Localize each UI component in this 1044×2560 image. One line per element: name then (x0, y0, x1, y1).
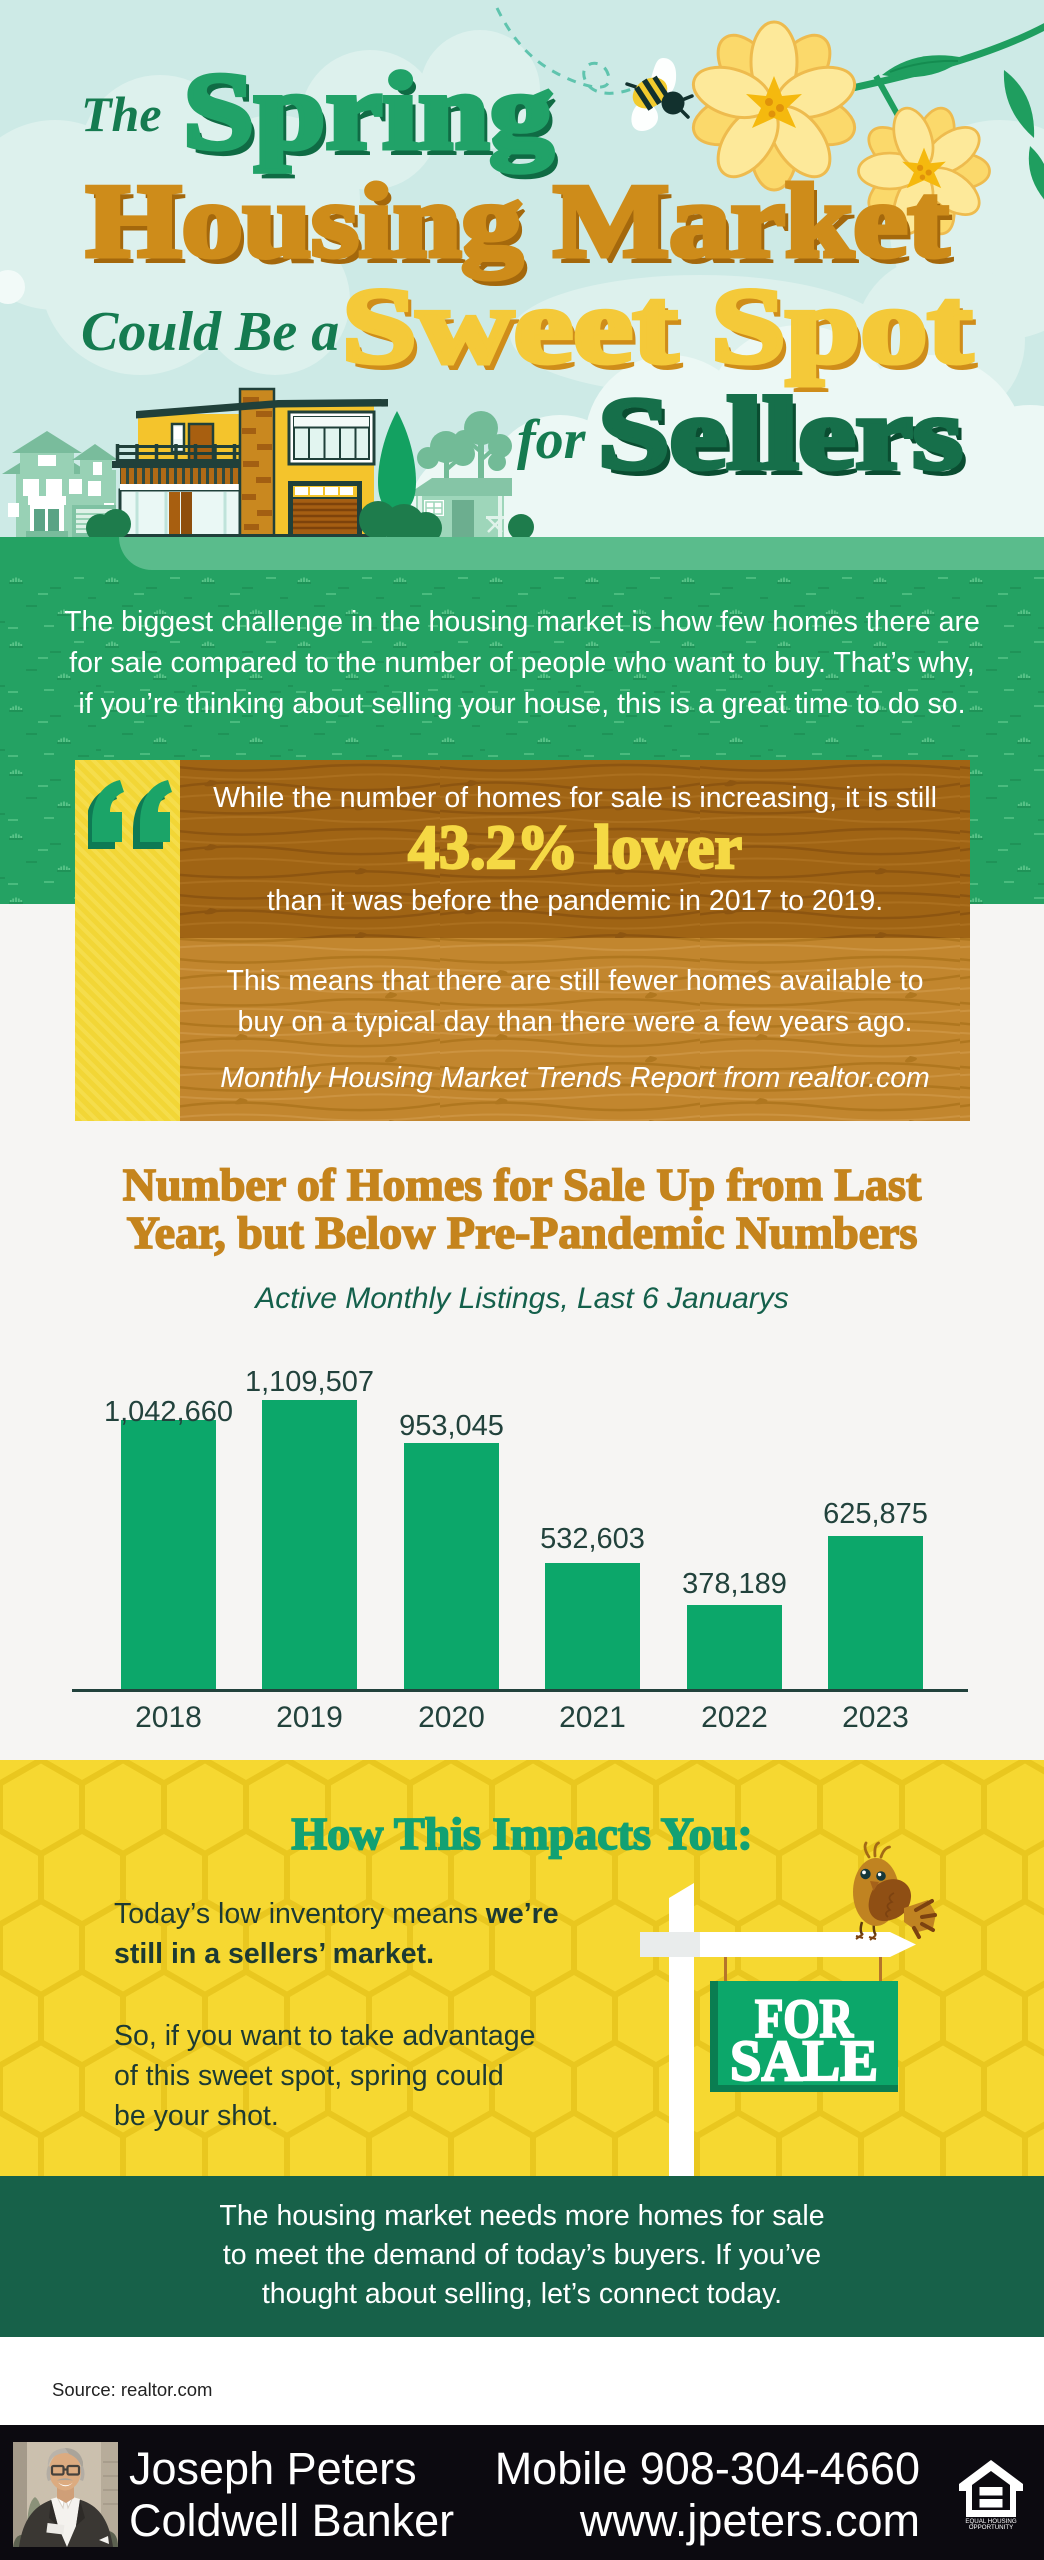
svg-text:FOR: FOR (755, 1988, 854, 2049)
svg-text:OPPORTUNITY: OPPORTUNITY (969, 2524, 1014, 2529)
svg-text:SALE: SALE (730, 2028, 878, 2093)
svg-text:EQUAL HOUSING: EQUAL HOUSING (965, 2518, 1017, 2525)
